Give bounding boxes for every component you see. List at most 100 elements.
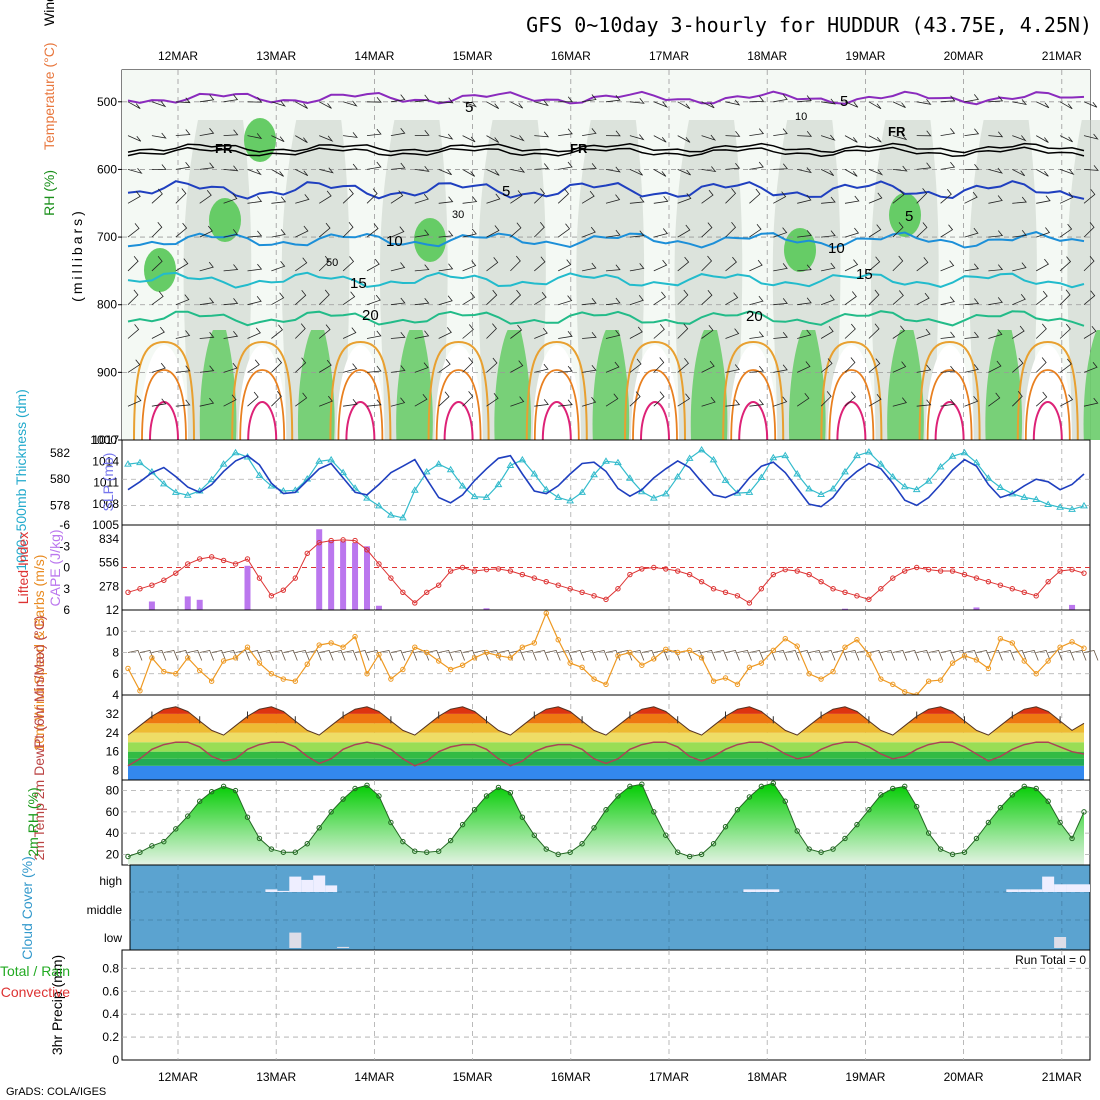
slp-line-marker [876,460,885,467]
wind-barb [534,256,546,272]
wind-barb [247,327,261,339]
wind-barb [820,134,836,141]
wind-barb [390,127,406,136]
wind-barb [271,100,286,107]
cloud-high-bar [1054,884,1067,892]
surface-wind-barb [343,650,358,661]
lifted-index-line-marker [985,578,992,585]
rh-shade-column [674,120,743,440]
wind-barb [271,260,286,272]
lifted-index-line-marker [543,578,549,585]
contour-5 [127,180,1085,200]
wind-barb [892,189,905,204]
li-tick: -3 [59,539,70,553]
wind-barb [605,166,621,173]
lifted-index-line-marker [830,586,836,592]
lifted-index-line-marker [316,540,322,546]
wind-barb [534,363,549,373]
date-label-top: 19MAR [845,49,885,63]
wind-barb [582,262,597,272]
wind-barb [366,188,378,204]
wind-barb [868,224,882,238]
slp-line-marker [375,501,383,509]
surface-wind-barb [271,650,286,661]
contour-35 [934,400,965,441]
wind-barb [510,289,522,305]
wind-barb [964,298,980,306]
wind-barb [988,131,1004,138]
wind-barb [868,393,882,407]
wind-barb [319,135,334,142]
rh-line-marker [914,803,920,810]
wind-barb [414,166,430,172]
millibars-label: (millibars) [69,208,85,302]
wind-barb [175,161,191,170]
slp-line-marker [494,480,503,488]
wind-barb [892,397,907,407]
wind-barb [462,228,477,238]
lifted-index-line-marker [949,568,956,574]
surface-wind-barb [605,650,621,661]
rh-tick: 80 [106,784,120,798]
wind-barb [486,169,500,176]
wind-barb [127,395,142,407]
cape-panel: -6 -3 0 3 6 834 556 278 [59,518,1091,617]
surface-wind-barb [354,650,370,661]
wind-barb [749,399,765,407]
rh-line-marker [854,821,860,828]
surface-wind-barb [283,650,298,661]
wind-barb [1059,223,1073,238]
surface-wind-barb [976,650,991,661]
wind-barb [343,132,358,138]
lifted-index-line-marker [890,575,896,581]
wind-barb [653,101,669,108]
rh-line-marker [1057,819,1063,826]
rh-contour-label: 50 [326,257,338,269]
contour-35 [836,400,867,441]
precip-panel: 0.8 0.6 0.4 0.2 0 [102,949,1091,1067]
wind-barb [653,291,666,306]
lifted-index-line-marker [591,593,597,599]
wind-barb [820,358,833,373]
wind-barb [486,393,499,407]
wind-barb [510,101,524,109]
surface-wind-barb [1048,650,1063,661]
slp-tick: 1011 [93,476,119,490]
rh-line-marker [663,832,669,838]
cape-bar [842,608,848,610]
wind-barb [151,164,167,170]
wind-barb [223,264,239,272]
cape-tick: 556 [99,556,119,570]
wind-barb [844,323,856,339]
surface-wind-barb [199,650,215,661]
surface-wind-barb [737,650,752,661]
wind-barb [1012,169,1026,177]
wind-barb [342,363,358,373]
wind-barb [701,289,713,305]
slp-line-marker [327,455,336,463]
wind-barb [582,128,597,136]
contour-30 [1024,369,1071,441]
temperature-2m-axis-label: 2m Temp 2m DewPt (6hr Min/Max) (°C) [31,616,47,861]
wind-barb [892,101,906,108]
wind-barb [343,163,358,170]
wind-barb [1059,135,1073,143]
wind-barb [1012,391,1023,407]
wind-barb [677,289,689,305]
slp-line-marker [136,458,144,466]
wind-barb [438,391,450,407]
wind-barb [199,162,215,170]
wind-barb [988,95,1004,103]
cloud-high-bar [1018,889,1031,892]
wind-barb [844,357,856,373]
wind-speed-line-marker [949,660,956,666]
wind-barb [1083,101,1098,108]
wind-axis-label: Wind (m/s) [41,0,57,26]
surface-wind-barb [809,650,824,661]
wind-barb [582,94,597,103]
wind-barb [988,264,1004,272]
contour-30 [239,369,286,441]
wind-barb [534,399,549,407]
slp-line-marker [1080,501,1088,509]
wind-barb [629,98,645,104]
